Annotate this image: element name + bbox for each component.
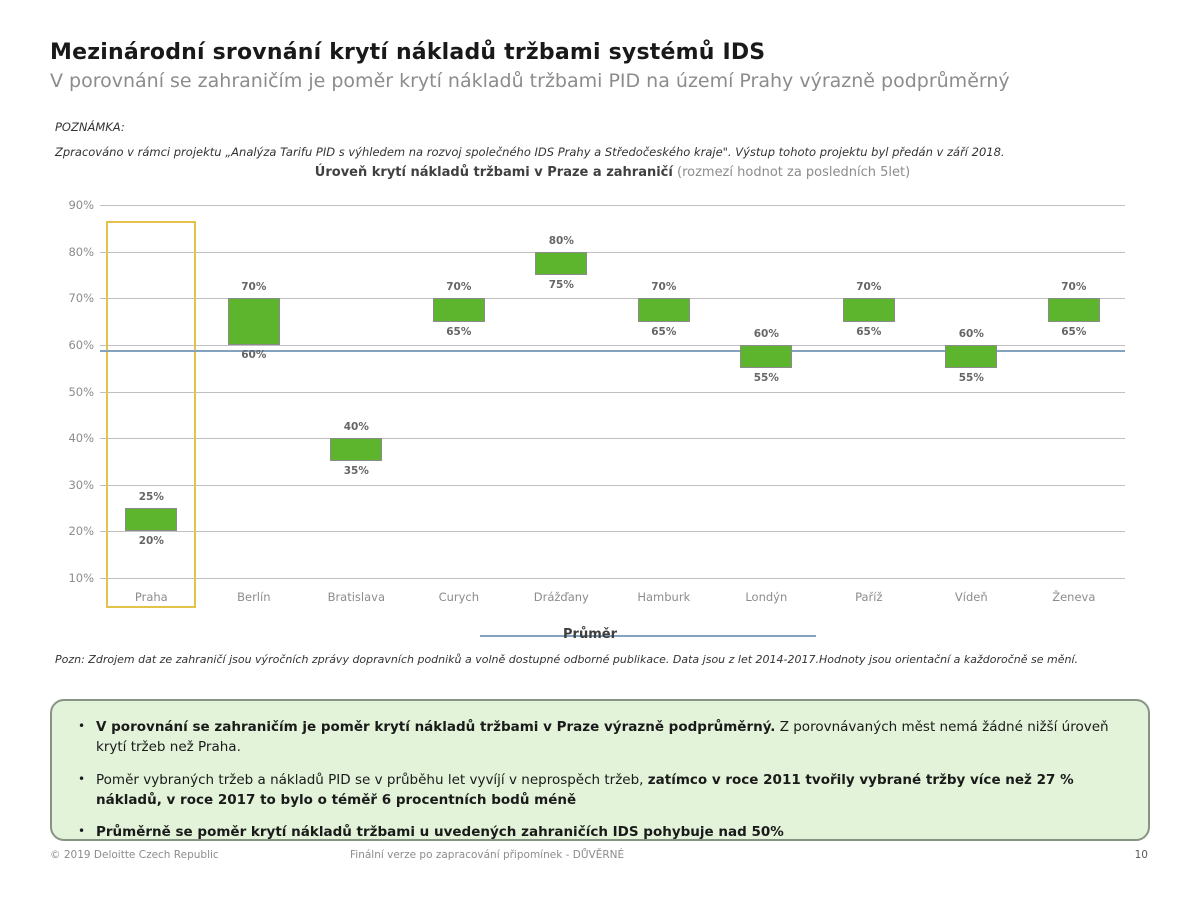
chart-title-main: Úroveň krytí nákladů tržbami v Praze a z…: [314, 165, 673, 180]
x-axis-category-label: Drážďany: [533, 590, 589, 604]
x-axis-category-label: Bratislava: [327, 590, 386, 604]
chart-title-suffix: (rozmezí hodnot za posledních 5let): [672, 165, 911, 180]
range-bar: [945, 344, 998, 369]
bar-min-label: 65%: [1061, 325, 1087, 338]
page-subtitle: V porovnání se zahraničím je poměr krytí…: [50, 70, 1010, 92]
bar-max-label: 25%: [138, 491, 164, 504]
gridline: [100, 344, 1125, 346]
gridline: [100, 484, 1125, 486]
y-axis-tick-label: 40%: [68, 431, 94, 446]
bar-min-label: 65%: [446, 325, 472, 338]
x-axis-category-label: Praha: [134, 590, 168, 604]
bar-max-label: 70%: [446, 281, 472, 294]
average-legend-line: [480, 635, 816, 637]
range-bar: [330, 438, 383, 462]
bar-max-label: 70%: [651, 281, 677, 294]
bar-max-label: 60%: [958, 327, 984, 340]
bar-min-label: 65%: [856, 325, 882, 338]
y-axis-tick-label: 70%: [68, 291, 94, 306]
x-axis-category-label: Londýn: [745, 590, 788, 604]
range-bar: [740, 344, 793, 369]
note-body: Zpracováno v rámci projektu „Analýza Tar…: [55, 145, 1005, 159]
y-axis-tick-label: 80%: [68, 244, 94, 259]
note-label: POZNÁMKA:: [55, 120, 125, 134]
y-axis-tick-label: 90%: [68, 198, 94, 212]
footer-page-number: 10: [1134, 849, 1148, 861]
bar-max-label: 70%: [1061, 281, 1087, 294]
gridline: [100, 531, 1125, 533]
callout-box: V porovnání se zahraničím je poměr krytí…: [50, 699, 1150, 841]
callout-text-bold: V porovnání se zahraničím je poměr krytí…: [96, 719, 776, 735]
gridline: [100, 298, 1125, 300]
bar-min-label: 65%: [651, 325, 677, 338]
range-bar: [535, 251, 588, 275]
bar-max-label: 60%: [753, 327, 779, 340]
x-axis-category-label: Hamburk: [637, 590, 691, 604]
range-bar: [637, 298, 690, 322]
gridline: [100, 578, 1125, 579]
bar-min-label: 20%: [138, 535, 164, 548]
x-axis-category-label: Berlín: [237, 590, 271, 604]
range-bar: [1047, 298, 1100, 322]
bar-max-label: 70%: [856, 281, 882, 294]
callout-text-bold: zatímco v roce 2011 tvořily vybrané tržb…: [96, 771, 1074, 808]
footer-status: Finální verze po zapracování připomínek …: [350, 849, 625, 861]
y-axis-tick-label: 30%: [68, 477, 94, 492]
callout-bullet: Průměrně se poměr krytí nákladů tržbami …: [78, 822, 1122, 842]
y-axis-tick-label: 10%: [68, 571, 94, 585]
gridline: [100, 438, 1125, 440]
average-legend-label: Průměr: [563, 627, 617, 642]
source-note: Pozn: Zdrojem dat ze zahraničí jsou výro…: [55, 653, 1079, 666]
average-line: [100, 349, 1125, 352]
praha-highlight-box: [106, 221, 197, 608]
range-bar: [125, 508, 178, 532]
bar-min-label: 60%: [241, 348, 267, 361]
bar-min-label: 55%: [753, 372, 779, 385]
y-axis-tick-label: 60%: [68, 337, 94, 352]
range-bar: [842, 298, 895, 322]
bar-min-label: 35%: [343, 465, 369, 478]
range-bar: [432, 298, 485, 322]
bar-max-label: 70%: [241, 281, 267, 294]
callout-bullet: V porovnání se zahraničím je poměr krytí…: [78, 717, 1122, 758]
x-axis-category-label: Vídeň: [954, 590, 988, 604]
gridline: [100, 251, 1125, 253]
callout-text: Z porovnávaných měst nemá žádné nižší úr…: [96, 719, 1109, 756]
bar-min-label: 55%: [958, 372, 984, 385]
x-axis-category-label: Ženeva: [1052, 590, 1096, 604]
chart-legend: Průměr: [480, 627, 816, 645]
bar-max-label: 40%: [343, 421, 369, 434]
y-axis-tick-label: 50%: [68, 384, 94, 399]
gridline: [100, 391, 1125, 393]
page-title: Mezinárodní srovnání krytí nákladů tržba…: [50, 40, 766, 65]
chart-title: Úroveň krytí nákladů tržbami v Praze a z…: [100, 165, 1125, 180]
gridline: [100, 205, 1125, 206]
range-bar: [227, 298, 280, 345]
x-axis-category-label: Curych: [438, 590, 480, 604]
footer-copyright: © 2019 Deloitte Czech Republic: [50, 849, 219, 861]
bar-min-label: 75%: [548, 278, 574, 291]
chart-plot: 90% 80% 70% 60% 50% 40% 30% 20% 10% 25% 20% Praha 70…: [68, 198, 1125, 608]
callout-text-bold: Průměrně se poměr krytí nákladů tržbami …: [96, 824, 784, 840]
callout-bullet: Poměr vybraných tržeb a nákladů PID se v…: [78, 770, 1122, 811]
callout-list: V porovnání se zahraničím je poměr krytí…: [52, 717, 1148, 842]
bar-max-label: 80%: [548, 234, 574, 247]
x-axis-category-label: Paříž: [855, 590, 883, 604]
callout-text: Poměr vybraných tržeb a nákladů PID se v…: [96, 771, 648, 788]
y-axis-tick-label: 20%: [68, 524, 94, 539]
